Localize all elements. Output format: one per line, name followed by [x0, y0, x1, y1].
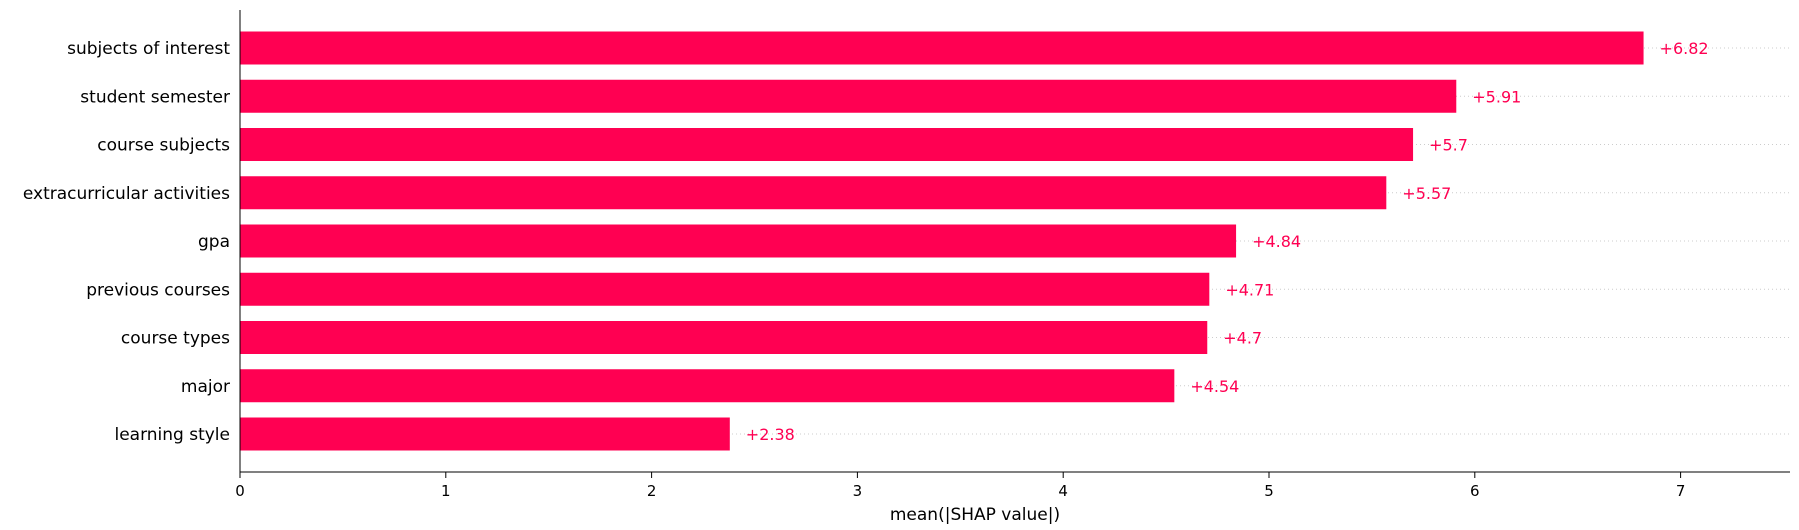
category-label: previous courses: [86, 280, 230, 300]
bar-value-label: +5.91: [1472, 87, 1521, 106]
bar-value-label: +4.7: [1223, 329, 1262, 348]
x-axis-title: mean(|SHAP value|): [890, 505, 1060, 525]
category-label: student semester: [80, 87, 230, 107]
bar: [240, 224, 1237, 258]
x-ticks-group: 0 1 2 3 4 5 6 7: [235, 472, 1685, 500]
bar-value-label: +5.7: [1429, 136, 1468, 155]
bar: [240, 417, 730, 451]
x-tick-label: 3: [853, 482, 863, 500]
x-tick-label: 5: [1264, 482, 1274, 500]
bar: [240, 31, 1644, 65]
category-label: extracurricular activities: [23, 184, 230, 204]
bar-value-label: +4.54: [1190, 377, 1239, 396]
value-labels-group: +6.82 +5.91 +5.7 +5.57 +4.84 +4.71 +4.7 +4.54 +2…: [746, 39, 1709, 444]
bar: [240, 321, 1208, 354]
bar-value-label: +4.71: [1225, 280, 1274, 299]
bars-group: [240, 31, 1644, 451]
bar-value-label: +2.38: [746, 425, 795, 444]
category-label: major: [181, 377, 230, 397]
category-label: learning style: [114, 425, 230, 445]
category-label: course types: [121, 329, 230, 349]
bar-value-label: +5.57: [1402, 184, 1451, 203]
category-label: subjects of interest: [67, 39, 230, 59]
category-labels-group: subjects of interest student semester cour…: [23, 39, 230, 445]
x-tick-label: 4: [1058, 482, 1068, 500]
bar: [240, 369, 1175, 403]
bar: [240, 128, 1414, 161]
bar-value-label: +4.84: [1252, 232, 1301, 251]
x-tick-label: 7: [1676, 482, 1686, 500]
bar: [240, 79, 1457, 113]
bar: [240, 272, 1210, 306]
category-label: course subjects: [97, 136, 230, 156]
bar: [240, 176, 1387, 210]
x-tick-label: 1: [441, 482, 451, 500]
axes-group: [239, 10, 1790, 473]
x-tick-label: 6: [1470, 482, 1480, 500]
category-label: gpa: [198, 232, 230, 252]
x-tick-label: 2: [647, 482, 657, 500]
x-tick-label: 0: [235, 482, 245, 500]
bar-value-label: +6.82: [1660, 39, 1709, 58]
